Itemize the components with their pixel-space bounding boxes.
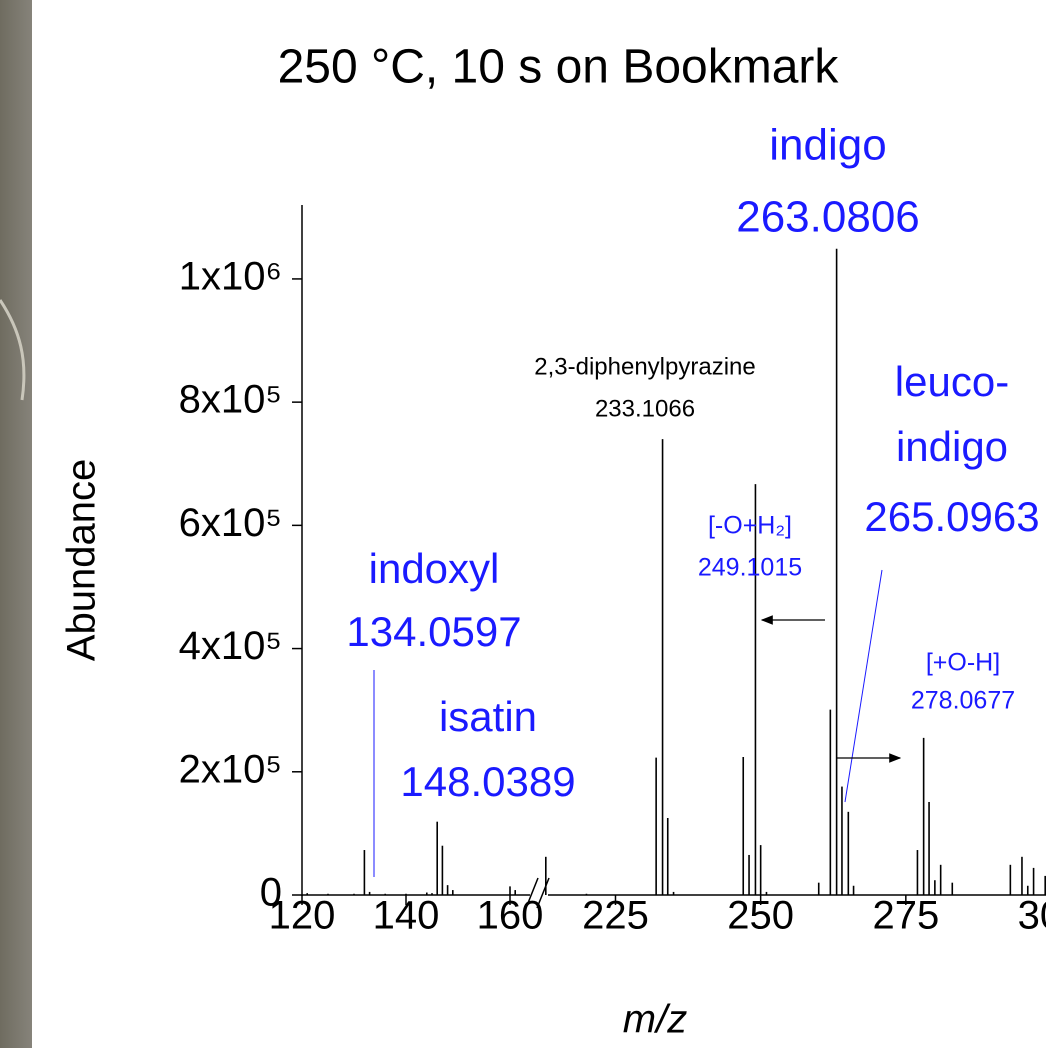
annotation: indoxyl [369, 545, 500, 592]
annotation: 278.0677 [911, 687, 1015, 715]
y-tick-label: 4x10⁵ [179, 624, 282, 668]
x-tick-label: 300 [1018, 894, 1046, 938]
y-axis-label: Abundance [60, 459, 104, 661]
photo-strip [0, 0, 32, 1048]
y-tick-label: 1x10⁶ [179, 254, 282, 298]
photo-detail [0, 299, 26, 401]
chart-title: 250 °C, 10 s on Bookmark [278, 41, 840, 94]
annotation: isatin [439, 693, 537, 740]
annotation: 233.1066 [595, 395, 695, 422]
y-tick-label: 2x10⁵ [179, 747, 282, 791]
y-tick-label: 8x10⁵ [179, 378, 282, 422]
annotation: indigo [896, 423, 1008, 470]
annotation: 148.0389 [400, 758, 575, 805]
axis-break [536, 877, 550, 909]
axis-break [525, 877, 539, 909]
annotation: 265.0963 [864, 493, 1039, 540]
annotation: indigo [769, 121, 886, 170]
annotation: 249.1015 [698, 554, 802, 582]
leader-line [844, 569, 883, 803]
y-tick-label: 6x10⁵ [179, 501, 282, 545]
annotation: [-O+H₂] [708, 512, 792, 540]
annotation: leuco- [895, 358, 1009, 405]
annotation: 263.0806 [736, 193, 920, 242]
annotation: [+O-H] [926, 649, 1000, 677]
x-axis-label: m/z [623, 998, 687, 1042]
annotation: 134.0597 [346, 608, 521, 655]
y-tick-label: 0 [260, 871, 282, 915]
annotation: 2,3-diphenylpyrazine [534, 353, 755, 380]
